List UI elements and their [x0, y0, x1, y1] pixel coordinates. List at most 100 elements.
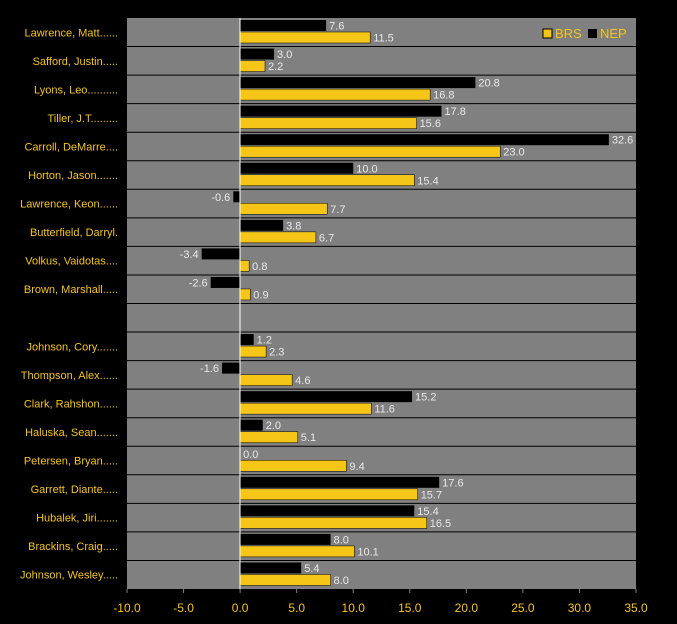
category-label: Horton, Jason....... [28, 170, 118, 182]
category-label: Carroll, DeMarre.... [24, 141, 118, 153]
bar-brs [239, 545, 355, 558]
value-label-nep: -3.4 [180, 249, 199, 261]
value-label-nep: 5.4 [304, 563, 319, 575]
bar-brs [239, 88, 431, 101]
category-label: Johnson, Cory....... [26, 341, 118, 353]
bar-nep [240, 105, 442, 117]
bar-nep [240, 391, 413, 403]
category-label: Lawrence, Matt...... [24, 27, 118, 39]
value-label-nep: 15.4 [417, 506, 438, 518]
value-label-nep: 1.2 [257, 335, 272, 347]
value-label-brs: 15.6 [420, 118, 441, 130]
value-label-nep: 3.8 [286, 220, 301, 232]
category-label: Petersen, Bryan..... [24, 456, 118, 468]
x-tick-label: -5.0 [173, 601, 194, 615]
bar-brs [239, 374, 293, 386]
value-label-nep: -0.6 [211, 192, 230, 204]
category-label: Lyons, Leo.......... [34, 84, 118, 96]
value-label-nep: 10.0 [356, 163, 377, 175]
x-tick-label: 0.0 [232, 601, 249, 615]
value-label-brs: 16.5 [430, 518, 451, 530]
value-label-nep: 20.8 [478, 78, 499, 90]
value-label-brs: 2.2 [268, 61, 283, 73]
x-tick-label: 35.0 [624, 601, 648, 615]
value-label-brs: 16.8 [433, 90, 454, 102]
legend-label-nep: NEP [600, 26, 627, 41]
bar-nep [210, 276, 241, 288]
bar-brs [239, 488, 418, 501]
bar-nep [240, 562, 302, 574]
x-tick-label: 5.0 [288, 601, 305, 615]
value-label-nep: 32.6 [612, 135, 633, 147]
value-label-nep: -2.6 [189, 277, 208, 289]
bar-nep [201, 248, 241, 260]
value-label-brs: 23.0 [503, 147, 524, 159]
value-label-brs: 5.1 [301, 432, 316, 444]
bar-nep [222, 362, 241, 374]
category-label: Clark, Rahshon...... [24, 398, 118, 410]
bar-nep [240, 533, 331, 545]
x-axis-ticks: -10.0 -5.0 0.0 5.0 10.0 15.0 20.0 25.0 30.0 35.0 [113, 589, 648, 615]
bar-nep [240, 77, 476, 89]
value-label-brs: 10.1 [357, 546, 378, 558]
bar-nep [233, 191, 241, 203]
bar-brs [239, 517, 427, 529]
bar-nep [240, 162, 354, 174]
category-label: Safford, Justin..... [33, 56, 118, 68]
bar-nep [240, 419, 263, 431]
bar-brs [239, 174, 415, 186]
bar-brs [239, 203, 328, 215]
category-label: Hubalek, Jiri....... [36, 513, 118, 525]
legend: BRS NEP [542, 26, 627, 41]
value-label-nep: 3.0 [277, 49, 292, 61]
bar-brs [239, 460, 347, 472]
category-label: Lawrence, Keon...... [20, 199, 118, 211]
value-label-brs: 6.7 [319, 232, 334, 244]
category-label: Garrett, Diante..... [31, 484, 118, 496]
category-labels: Lawrence, Matt...... Safford, Justin.....… [20, 27, 118, 581]
bar-brs [239, 231, 317, 244]
grid-lines [127, 46, 636, 561]
bar-brs [239, 431, 299, 443]
category-label: Brackins, Craig..... [28, 541, 118, 553]
bar-nep [240, 219, 284, 231]
legend-swatch-nep [588, 29, 597, 38]
value-label-nep: 0.0 [243, 449, 258, 461]
category-label: Brown, Marshall..... [24, 284, 118, 296]
legend-swatch-brs [542, 28, 553, 39]
value-label-brs: 2.3 [269, 347, 284, 359]
value-label-nep: 15.2 [415, 392, 436, 404]
bar-brs [239, 574, 331, 586]
value-label-brs: 8.0 [334, 575, 349, 587]
category-label: Haluska, Sean....... [25, 427, 118, 439]
x-tick-label: 15.0 [398, 601, 422, 615]
value-label-brs: 11.5 [373, 33, 394, 45]
value-label-nep: 2.0 [266, 420, 281, 432]
bar-nep [240, 134, 609, 146]
bar-brs [239, 260, 250, 272]
x-tick-label: 20.0 [455, 601, 479, 615]
value-label-brs: 9.4 [349, 461, 364, 473]
category-label: Johnson, Wesley..... [20, 570, 118, 582]
bar-brs [239, 31, 371, 44]
value-label-nep: 7.6 [329, 21, 344, 33]
category-label: Thompson, Alex...... [21, 370, 118, 382]
bar-nep [240, 476, 440, 488]
category-label: Volkus, Vaidotas.... [25, 256, 118, 268]
legend-label-brs: BRS [555, 26, 582, 41]
value-label-nep: 8.0 [334, 534, 349, 546]
bar-brs [239, 145, 501, 158]
value-label-nep: -1.6 [200, 363, 219, 375]
x-tick-label: 10.0 [342, 601, 366, 615]
category-label: Tiller, J.T......... [48, 113, 119, 125]
bar-brs [239, 288, 251, 301]
bar-brs [239, 402, 372, 415]
bar-brs [239, 60, 266, 72]
value-label-brs: 15.7 [421, 489, 442, 501]
value-label-nep: 17.8 [444, 106, 465, 118]
value-label-brs: 4.6 [295, 375, 310, 387]
value-label-brs: 0.8 [252, 261, 267, 273]
category-label: Butterfield, Darryl. [30, 227, 118, 239]
x-tick-label: -10.0 [113, 601, 141, 615]
